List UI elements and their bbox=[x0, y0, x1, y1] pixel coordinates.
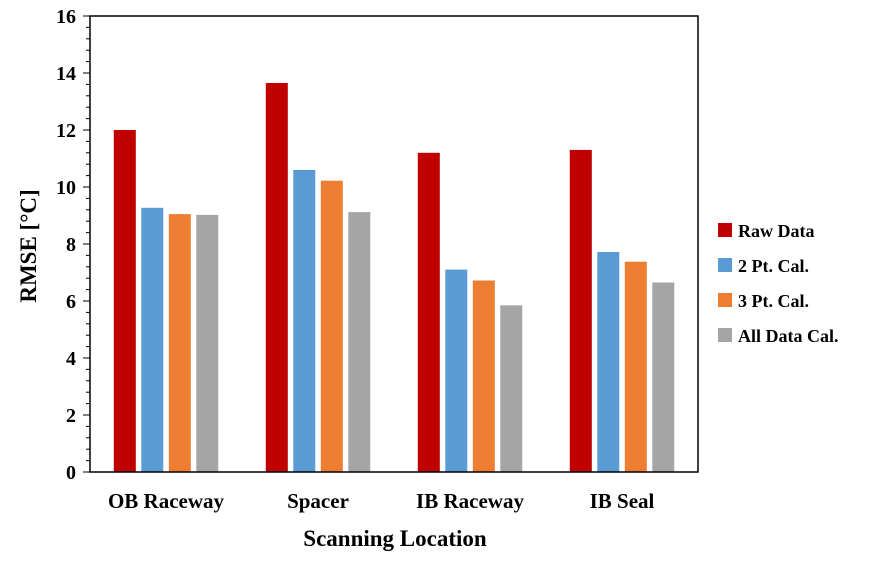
y-axis-title: RMSE [°C] bbox=[16, 189, 41, 302]
legend-swatch bbox=[718, 328, 732, 342]
bar bbox=[320, 180, 343, 472]
bar bbox=[348, 212, 371, 472]
bar bbox=[168, 214, 191, 472]
y-tick-label: 14 bbox=[56, 63, 76, 85]
y-tick-label: 6 bbox=[66, 291, 76, 313]
y-tick-label: 2 bbox=[66, 405, 76, 427]
bar bbox=[624, 261, 647, 472]
bar bbox=[652, 282, 675, 472]
legend-swatch bbox=[718, 258, 732, 272]
y-tick-label: 8 bbox=[66, 234, 76, 256]
bar bbox=[196, 214, 219, 472]
bar bbox=[472, 280, 495, 472]
x-tick-label: IB Raceway bbox=[416, 489, 524, 513]
y-tick-label: 4 bbox=[66, 348, 76, 370]
legend-label: Raw Data bbox=[738, 221, 815, 241]
y-tick-label: 12 bbox=[56, 120, 76, 142]
bar bbox=[445, 269, 468, 472]
bar bbox=[569, 149, 592, 472]
legend-label: All Data Cal. bbox=[738, 326, 839, 346]
y-tick-label: 0 bbox=[66, 462, 76, 484]
bar bbox=[500, 305, 523, 472]
bar bbox=[417, 152, 440, 473]
y-tick-label: 16 bbox=[56, 6, 76, 28]
legend-label: 2 Pt. Cal. bbox=[738, 256, 809, 276]
bars-layer bbox=[113, 83, 675, 473]
x-tick-label: Spacer bbox=[287, 489, 349, 513]
legend: Raw Data 2 Pt. Cal. 3 Pt. Cal. All Data Cal… bbox=[718, 221, 839, 346]
bar bbox=[141, 207, 164, 473]
legend-swatch bbox=[718, 293, 732, 307]
legend-swatch bbox=[718, 223, 732, 237]
bar bbox=[113, 130, 136, 472]
bar bbox=[293, 169, 316, 472]
axes: OB Raceway Spacer IB Raceway IB Seal 0 2 4 6 8 10… bbox=[56, 6, 699, 513]
bar bbox=[265, 83, 288, 472]
bar bbox=[597, 252, 620, 472]
legend-label: 3 Pt. Cal. bbox=[738, 291, 809, 311]
y-tick-label: 10 bbox=[56, 177, 76, 199]
x-axis-title: Scanning Location bbox=[303, 526, 487, 551]
x-tick-label: IB Seal bbox=[590, 489, 655, 513]
x-tick-label: OB Raceway bbox=[108, 489, 225, 513]
